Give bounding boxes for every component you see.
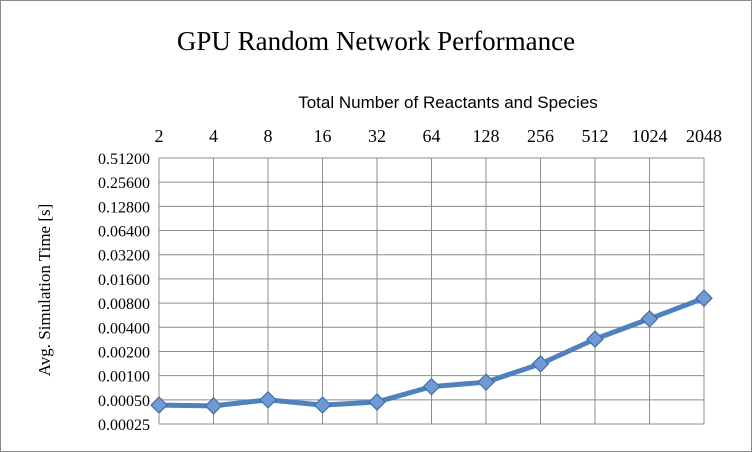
x-tick-label: 128 (473, 126, 500, 146)
x-tick-label: 512 (582, 126, 609, 146)
chart-title: GPU Random Network Performance (177, 26, 575, 56)
x-tick-label: 64 (423, 126, 441, 146)
y-tick-labels: 0.51200 0.25600 0.12800 0.06400 0.03200 0.016… (98, 151, 150, 434)
data-point-diamond (313, 396, 332, 414)
y-tick-label: 0.00050 (98, 393, 150, 410)
x-tick-label: 8 (264, 126, 273, 146)
data-point-diamond (695, 289, 713, 308)
y-tick-label: 0.25600 (98, 175, 150, 192)
y-tick-label: 0.00200 (98, 344, 150, 361)
x-tick-labels: 2 4 8 16 32 64 128 256 512 1024 2048 (155, 126, 723, 146)
x-tick-label: 256 (527, 126, 554, 146)
data-point-diamond (477, 373, 495, 391)
y-tick-label: 0.00800 (98, 296, 150, 313)
x-tick-label: 32 (368, 126, 386, 146)
data-point-diamond (368, 393, 386, 411)
data-point-diamond (531, 355, 550, 373)
y-tick-label: 0.51200 (98, 151, 150, 168)
x-tick-label: 1024 (632, 126, 668, 146)
x-tick-label: 4 (209, 126, 218, 146)
y-axis-title: Avg. Simulation Time [s] (35, 204, 54, 377)
x-tick-label: 16 (314, 126, 332, 146)
y-tick-label: 0.00025 (98, 417, 150, 434)
y-tick-label: 0.03200 (98, 248, 150, 265)
x-tick-label: 2048 (686, 126, 722, 146)
series-layer (150, 289, 713, 415)
y-tick-label: 0.00400 (98, 320, 150, 337)
data-point-diamond (150, 396, 168, 414)
y-tick-label: 0.00100 (98, 369, 150, 386)
y-tick-label: 0.06400 (98, 224, 150, 241)
data-point-diamond (640, 309, 659, 328)
y-tick-label: 0.12800 (98, 199, 150, 216)
data-point-diamond (204, 397, 223, 415)
data-point-diamond (586, 330, 604, 348)
data-point-diamond (422, 377, 441, 396)
x-tick-label: 2 (155, 126, 164, 146)
x-axis-title: Total Number of Reactants and Species (298, 93, 598, 112)
data-point-diamond (259, 390, 277, 409)
y-tick-label: 0.01600 (98, 272, 150, 289)
